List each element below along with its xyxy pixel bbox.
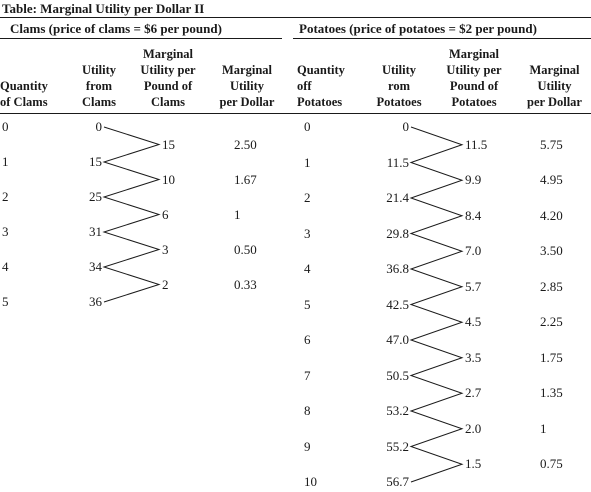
potatoes-zigzag-line xyxy=(409,126,464,483)
potatoes-utility-cell: 11.5 xyxy=(386,154,409,170)
clams-quantity-cell: 2 xyxy=(2,189,9,204)
potatoes-marginal-utility-cell: 3.5 xyxy=(465,349,482,365)
potatoes-quantity-cell: 1 xyxy=(304,154,311,170)
potatoes-mu-per-dollar-cell: 3.50 xyxy=(540,243,563,259)
potatoes-utility-cell: 47.0 xyxy=(386,332,409,347)
clams-utility-cell: 31 xyxy=(89,224,102,239)
potatoes-mu-per-dollar-cell: 1.75 xyxy=(540,349,563,365)
potatoes-utility-cell: 55.2 xyxy=(386,438,409,454)
clams-quantity-cell: 1 xyxy=(2,154,9,169)
potatoes-marginal-utility-cell: 2.0 xyxy=(465,420,482,436)
potatoes-mu-per-dollar-cell: 1 xyxy=(540,420,547,436)
potatoes-utility-cell: 29.8 xyxy=(386,225,409,241)
table-title: Table: Marginal Utility per Dollar II xyxy=(2,1,205,16)
clams-mu-per-dollar-cell: 1 xyxy=(234,206,241,222)
clams-quantity-header: Quantity of Clams xyxy=(0,79,48,109)
potatoes-mu-per-dollar-header: Marginal Utility per Dollar xyxy=(527,63,582,109)
potatoes-group-header: Potatoes (price of potatoes = $2 per pou… xyxy=(299,21,537,36)
potatoes-marginal-utility-cell: 5.7 xyxy=(465,278,482,294)
clams-marginal-utility-cell: 3 xyxy=(162,241,169,257)
clams-mu-per-dollar-cell: 0.33 xyxy=(234,276,257,292)
potatoes-marginal-utility-cell: 8.4 xyxy=(465,207,482,223)
potatoes-utility-header: Utility rom Potatoes xyxy=(376,63,422,109)
clams-quantity-cell: 0 xyxy=(2,119,9,134)
potatoes-mu-per-pound-header: Marginal Utility per Pound of Potatoes xyxy=(446,47,502,109)
potatoes-marginal-utility-cell: 9.9 xyxy=(465,172,482,188)
clams-utility-cell: 0 xyxy=(95,119,103,134)
potatoes-group-rule xyxy=(293,38,591,39)
potatoes-mu-per-dollar-cell: 1.35 xyxy=(540,385,563,401)
clams-marginal-utility-cell: 2 xyxy=(162,276,169,292)
potatoes-mu-per-dollar-cell: 2.85 xyxy=(540,278,563,294)
potatoes-zigzag xyxy=(409,126,464,483)
potatoes-utility-cell: 0 xyxy=(402,119,410,134)
header-rule xyxy=(0,113,591,114)
potatoes-quantity-header: Quantity off Potatoes xyxy=(297,63,345,109)
clams-marginal-utility-cell: 10 xyxy=(162,171,175,187)
top-rule xyxy=(0,17,591,18)
clams-mu-per-dollar-cell: 1.67 xyxy=(234,171,257,187)
potatoes-mu-per-dollar-cell: 0.75 xyxy=(540,456,563,472)
clams-marginal-utility-cell: 6 xyxy=(162,206,169,222)
potatoes-mu-per-dollar-cell: 4.95 xyxy=(540,172,563,188)
potatoes-quantity-cell: 5 xyxy=(304,296,311,312)
potatoes-mu-per-dollar-cell: 4.20 xyxy=(540,207,563,223)
potatoes-quantity-cell: 7 xyxy=(304,367,311,383)
potatoes-quantity-cell: 8 xyxy=(304,403,311,418)
potatoes-marginal-utility-cell: 2.7 xyxy=(465,385,482,401)
potatoes-quantity-cell: 3 xyxy=(304,225,311,241)
potatoes-quantity-cell: 2 xyxy=(304,190,311,205)
potatoes-quantity-cell: 10 xyxy=(304,474,317,489)
potatoes-utility-cell: 53.2 xyxy=(386,403,409,418)
clams-mu-per-dollar-cell: 0.50 xyxy=(234,241,257,257)
clams-quantity-cell: 4 xyxy=(2,259,9,274)
potatoes-utility-cell: 56.7 xyxy=(386,474,409,489)
potatoes-quantity-cell: 6 xyxy=(304,332,311,347)
potatoes-marginal-utility-cell: 11.5 xyxy=(465,136,488,152)
clams-quantity-cell: 3 xyxy=(2,224,9,239)
potatoes-mu-per-dollar-cell: 5.75 xyxy=(540,136,563,152)
clams-zigzag-line xyxy=(102,126,161,303)
potatoes-utility-cell: 50.5 xyxy=(386,367,409,383)
clams-zigzag xyxy=(102,126,161,303)
potatoes-marginal-utility-cell: 4.5 xyxy=(465,314,482,330)
clams-utility-cell: 34 xyxy=(89,259,102,274)
clams-mu-per-pound-header: Marginal Utility per Pound of Clams xyxy=(140,47,196,109)
clams-utility-cell: 25 xyxy=(89,189,102,204)
clams-quantity-cell: 5 xyxy=(2,294,9,309)
potatoes-utility-cell: 36.8 xyxy=(386,261,409,276)
potatoes-quantity-cell: 0 xyxy=(304,119,311,134)
potatoes-mu-per-dollar-cell: 2.25 xyxy=(540,314,563,330)
clams-utility-header: Utility from Clams xyxy=(81,63,117,109)
potatoes-marginal-utility-cell: 7.0 xyxy=(465,243,482,259)
clams-utility-cell: 36 xyxy=(89,294,102,309)
potatoes-utility-cell: 21.4 xyxy=(386,190,409,205)
potatoes-utility-cell: 42.5 xyxy=(386,296,409,312)
clams-group-header: Clams (price of clams = $6 per pound) xyxy=(10,21,222,36)
clams-utility-cell: 15 xyxy=(89,154,102,169)
clams-marginal-utility-cell: 15 xyxy=(162,136,175,152)
potatoes-quantity-cell: 4 xyxy=(304,261,311,276)
potatoes-marginal-utility-cell: 1.5 xyxy=(465,456,482,472)
clams-group-rule xyxy=(0,38,282,39)
clams-mu-per-dollar-cell: 2.50 xyxy=(234,136,257,152)
clams-mu-per-dollar-header: Marginal Utility per Dollar xyxy=(219,63,275,109)
potatoes-quantity-cell: 9 xyxy=(304,438,311,454)
